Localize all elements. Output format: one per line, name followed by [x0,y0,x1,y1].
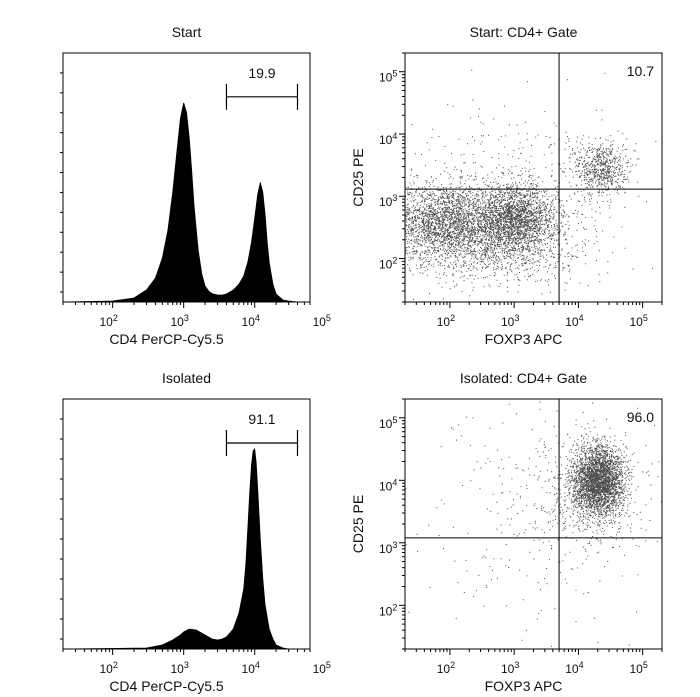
tick-label: 105 [313,660,331,676]
tick-label: 102 [99,313,117,329]
y-axis-label: CD25 PE [350,148,366,206]
histogram-area [62,102,310,303]
tick-label: 104 [565,313,583,329]
quadrant-percentage: 10.7 [627,63,654,79]
tick-label: 105 [379,415,397,431]
tick-label: 102 [437,660,455,676]
histogram-start-panel: Start 102 103 104 105 CD4 PerCP-Cy5.5 19.9 [60,24,331,347]
tick-label: 103 [501,660,519,676]
tick-label: 104 [242,313,260,329]
tick-label: 102 [437,313,455,329]
dotplot-isolated-panel: Isolated: CD4+ Gate 102 103 104 105 102 103 104… [350,370,663,694]
chart-title: Isolated [162,370,211,386]
plot-frame [62,398,311,650]
x-axis-label: FOXP3 APC [485,678,563,694]
histogram-area [62,447,310,650]
plot-frame [62,52,311,303]
tick-label: 105 [313,313,331,329]
tick-label: 105 [379,69,397,85]
tick-label: 105 [629,313,647,329]
tick-label: 103 [501,313,519,329]
tick-label: 105 [629,660,647,676]
tick-label: 103 [171,313,189,329]
chart-title: Start: CD4+ Gate [470,24,578,40]
tick-label: 104 [379,477,397,493]
chart-title: Isolated: CD4+ Gate [460,370,587,386]
x-axis-label: FOXP3 APC [485,331,563,347]
event-dots [405,69,663,300]
x-axis-label: CD4 PerCP-Cy5.5 [109,331,224,347]
tick-label: 104 [242,660,260,676]
tick-label: 103 [379,193,397,209]
tick-label: 103 [171,660,189,676]
chart-title: Start [172,24,202,40]
dotplot-start-panel: Start: CD4+ Gate 102 103 104 105 102 103 104 105… [350,24,663,347]
tick-label: 102 [99,660,117,676]
y-axis-label: CD25 PE [350,495,366,553]
plot-frame [404,398,663,650]
tick-label: 102 [379,255,397,271]
event-dots [405,401,662,650]
x-axis-label: CD4 PerCP-Cy5.5 [109,678,224,694]
tick-label: 103 [379,540,397,556]
tick-label: 102 [379,602,397,618]
gate-percentage: 19.9 [248,65,275,81]
tick-label: 104 [565,660,583,676]
tick-label: 104 [379,131,397,147]
gate-percentage: 91.1 [248,411,275,427]
quadrant-percentage: 96.0 [627,409,654,425]
histogram-isolated-panel: Isolated 102 103 104 105 CD4 PerCP-Cy5.5 91.1 [60,370,331,694]
